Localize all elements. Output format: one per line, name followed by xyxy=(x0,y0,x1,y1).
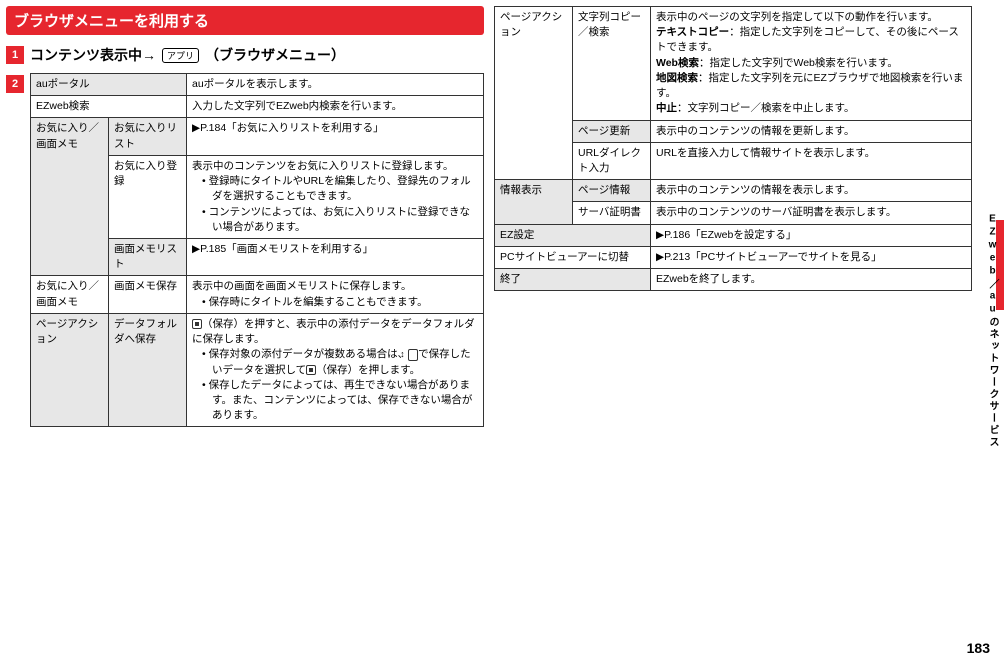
step-1-line: 1 コンテンツ表示中→ アプリ （ブラウザメニュー） xyxy=(6,45,484,65)
table-cell: 終了 xyxy=(495,269,651,291)
table-cell: お気に入りリスト xyxy=(109,118,187,155)
step-num-1: 1 xyxy=(6,46,24,64)
table-cell: お気に入り登録 xyxy=(109,155,187,238)
table-cell: PCサイトビューアーに切替 xyxy=(495,246,651,268)
table-cell: ページアクション xyxy=(495,7,573,180)
table-cell: ページアクション xyxy=(31,313,109,427)
side-label: EZweb／auのネットワークサービス xyxy=(985,214,1000,449)
page-number: 183 xyxy=(967,640,990,656)
table-cell: 画面メモリスト xyxy=(109,238,187,275)
table-cell: お気に入り／画面メモ xyxy=(31,276,109,313)
table-cell: 入力した文字列でEZweb内検索を行います。 xyxy=(187,96,484,118)
table-cell: ▶P.213「PCサイトビューアーでサイトを見る」 xyxy=(651,246,972,268)
table-cell: ▶P.186「EZwebを設定する」 xyxy=(651,224,972,246)
step-1-text: コンテンツ表示中→ xyxy=(30,45,156,65)
table-cell: （保存）を押すと、表示中の添付データをデータフォルダに保存します。• 保存対象の… xyxy=(187,313,484,427)
table-cell: auポータル xyxy=(31,74,187,96)
table-cell: 表示中のコンテンツのサーバ証明書を表示します。 xyxy=(651,202,972,224)
table-cell: ページ情報 xyxy=(573,180,651,202)
table-cell: EZweb検索 xyxy=(31,96,187,118)
section-title: ブラウザメニューを利用する xyxy=(6,6,484,35)
table-cell: ▶P.184「お気に入りリストを利用する」 xyxy=(187,118,484,155)
step-num-2: 2 xyxy=(6,75,24,93)
table-cell: ページ更新 xyxy=(573,120,651,142)
table-cell: 表示中のページの文字列を指定して以下の動作を行います。テキストコピー：指定した文… xyxy=(651,7,972,121)
table-cell: 文字列コピー／検索 xyxy=(573,7,651,121)
table-cell: URLを直接入力して情報サイトを表示します。 xyxy=(651,142,972,179)
table-cell: 表示中のコンテンツの情報を表示します。 xyxy=(651,180,972,202)
table-cell: auポータルを表示します。 xyxy=(187,74,484,96)
table-cell: EZ設定 xyxy=(495,224,651,246)
table-cell: EZwebを終了します。 xyxy=(651,269,972,291)
menu-table-1: auポータルauポータルを表示します。EZweb検索入力した文字列でEZweb内… xyxy=(30,73,484,427)
table-cell: お気に入り／画面メモ xyxy=(31,118,109,276)
table-cell: URLダイレクト入力 xyxy=(573,142,651,179)
table-cell: データフォルダへ保存 xyxy=(109,313,187,427)
app-key: アプリ xyxy=(162,48,199,63)
step-1-suffix: （ブラウザメニュー） xyxy=(205,45,345,65)
table-cell: 画面メモ保存 xyxy=(109,276,187,313)
table-cell: 表示中の画面を画面メモリストに保存します。• 保存時にタイトルを編集することもで… xyxy=(187,276,484,313)
menu-table-2: ページアクション文字列コピー／検索表示中のページの文字列を指定して以下の動作を行… xyxy=(494,6,972,291)
table-cell: 表示中のコンテンツをお気に入りリストに登録します。• 登録時にタイトルやURLを… xyxy=(187,155,484,238)
table-cell: 情報表示 xyxy=(495,180,573,224)
table-cell: サーバ証明書 xyxy=(573,202,651,224)
table-cell: 表示中のコンテンツの情報を更新します。 xyxy=(651,120,972,142)
table-cell: ▶P.185「画面メモリストを利用する」 xyxy=(187,238,484,275)
